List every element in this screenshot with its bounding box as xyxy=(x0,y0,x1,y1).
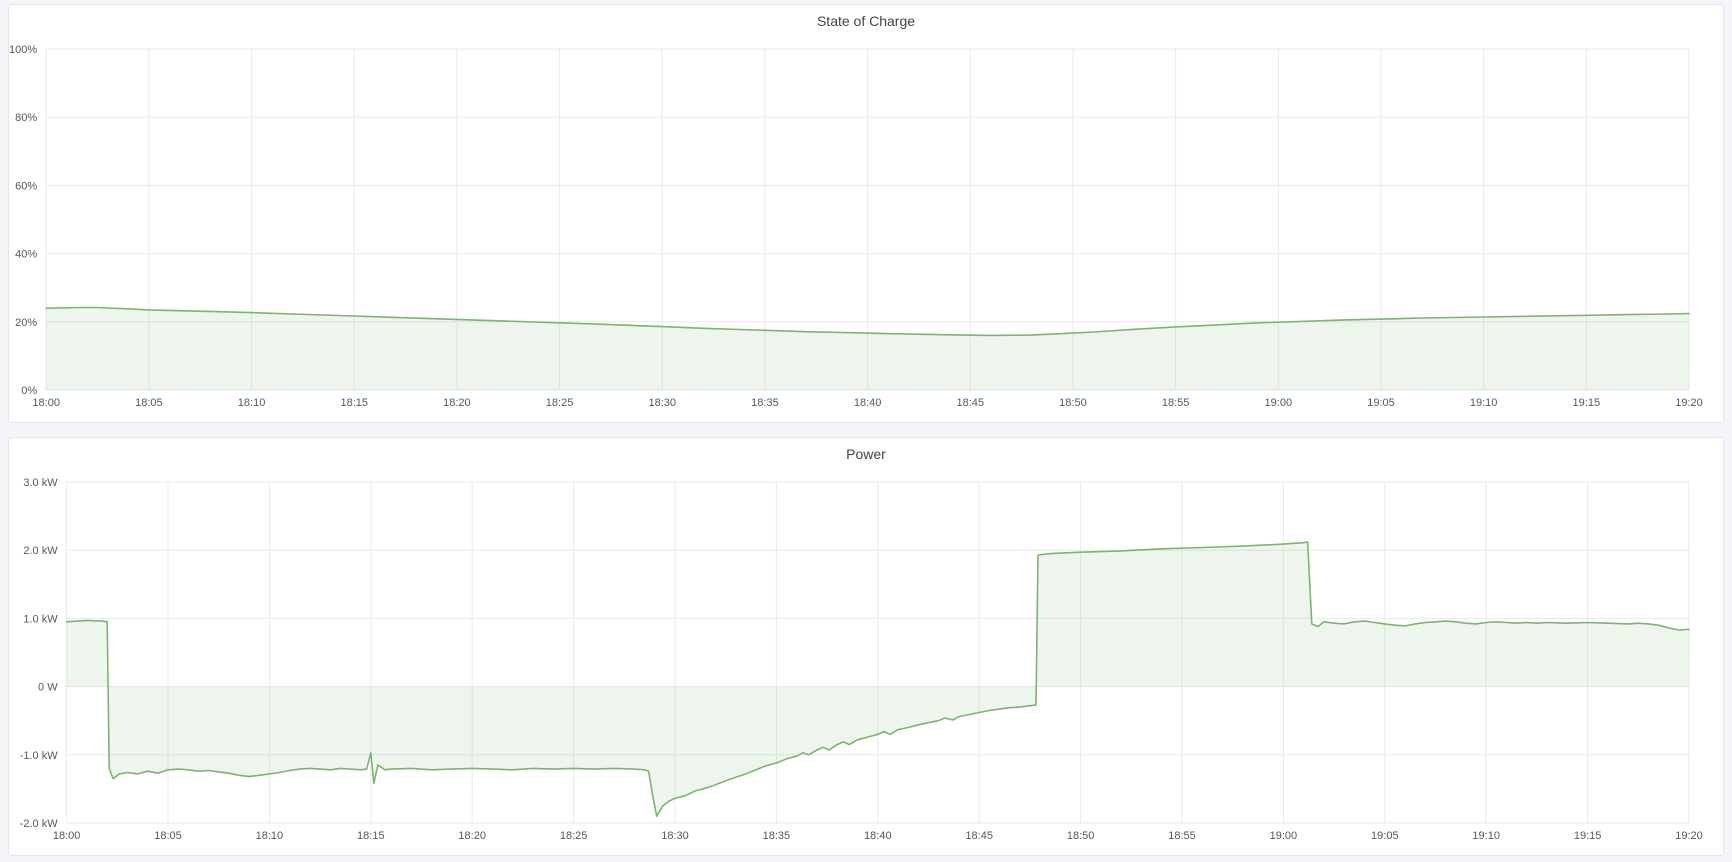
gridlines xyxy=(66,481,1690,824)
x-axis-tick-label: 19:10 xyxy=(1472,830,1500,842)
x-axis-tick-label: 19:00 xyxy=(1270,830,1298,842)
x-axis-tick-label: 18:00 xyxy=(32,397,60,409)
y-axis-tick-label: 0% xyxy=(21,385,37,397)
axis-labels: 0% 20% 40% 60% 80% 100% 18:00 18:05 18:10 18:15 18… xyxy=(9,44,1703,409)
x-axis-tick-label: 18:50 xyxy=(1067,830,1095,842)
x-axis-tick-label: 18:55 xyxy=(1162,397,1190,409)
power-chart[interactable]: -2.0 kW -1.0 kW 0 W 1.0 kW 2.0 kW 3.0 kW 18:00… xyxy=(9,438,1723,855)
x-axis-tick-label: 19:15 xyxy=(1574,830,1602,842)
x-axis-tick-label: 18:05 xyxy=(154,830,182,842)
y-axis-tick-label: 60% xyxy=(15,180,37,192)
x-axis-tick-label: 19:05 xyxy=(1371,830,1399,842)
state-of-charge-chart[interactable]: 0% 20% 40% 60% 80% 100% 18:00 18:05 18:10 18:15 18… xyxy=(9,5,1723,422)
y-axis-tick-label: -2.0 kW xyxy=(20,818,59,830)
x-axis-tick-label: 18:10 xyxy=(238,397,266,409)
y-axis-tick-label: 100% xyxy=(9,44,37,56)
x-axis-tick-label: 19:15 xyxy=(1573,397,1601,409)
power-panel: Power -2.0 kW -1.0 kW 0 W 1.0 kW 2.0 kW 3.0 k… xyxy=(8,437,1724,856)
state-of-charge-panel-title[interactable]: State of Charge xyxy=(816,13,916,29)
y-axis-tick-label: 1.0 kW xyxy=(23,613,58,625)
x-axis-tick-label: 19:20 xyxy=(1675,830,1703,842)
y-axis-tick-label: 3.0 kW xyxy=(23,477,58,489)
x-axis-tick-label: 18:20 xyxy=(443,397,471,409)
x-axis-tick-label: 18:35 xyxy=(763,830,791,842)
x-axis-tick-label: 19:10 xyxy=(1470,397,1498,409)
x-axis-tick-label: 18:10 xyxy=(256,830,284,842)
series-line xyxy=(45,306,1690,337)
y-axis-tick-label: 2.0 kW xyxy=(23,545,58,557)
x-axis-tick-label: 18:25 xyxy=(560,830,588,842)
gridlines xyxy=(45,48,1690,391)
x-axis-tick-label: 18:55 xyxy=(1168,830,1196,842)
power-panel-title[interactable]: Power xyxy=(846,446,886,462)
x-axis-tick-label: 19:05 xyxy=(1367,397,1395,409)
x-axis-tick-label: 18:40 xyxy=(864,830,892,842)
x-axis-tick-label: 18:30 xyxy=(661,830,689,842)
y-axis-tick-label: 0 W xyxy=(38,682,58,694)
x-axis-tick-label: 18:30 xyxy=(648,397,676,409)
x-axis-tick-label: 18:20 xyxy=(458,830,486,842)
x-axis-tick-label: 18:15 xyxy=(357,830,385,842)
series-area-fill xyxy=(46,307,1690,390)
x-axis-tick-label: 19:20 xyxy=(1675,397,1703,409)
y-axis-tick-label: 80% xyxy=(15,112,37,124)
axis-labels: -2.0 kW -1.0 kW 0 W 1.0 kW 2.0 kW 3.0 kW 18:00… xyxy=(20,477,1703,842)
x-axis-tick-label: 18:40 xyxy=(854,397,882,409)
x-axis-tick-label: 18:15 xyxy=(340,397,368,409)
series-line xyxy=(65,541,1690,817)
x-axis-tick-label: 19:00 xyxy=(1265,397,1293,409)
x-axis-tick-label: 18:35 xyxy=(751,397,779,409)
x-axis-tick-label: 18:50 xyxy=(1059,397,1087,409)
x-axis-tick-label: 18:45 xyxy=(965,830,993,842)
x-axis-tick-label: 18:00 xyxy=(53,830,81,842)
x-axis-tick-label: 18:45 xyxy=(957,397,985,409)
x-axis-tick-label: 18:05 xyxy=(135,397,163,409)
state-of-charge-panel: State of Charge 0% 20% 40% 60% 80% 100% 18:00 1… xyxy=(8,4,1724,423)
y-axis-tick-label: 20% xyxy=(15,317,37,329)
series-area-fill xyxy=(66,542,1690,817)
y-axis-tick-label: 40% xyxy=(15,249,37,261)
y-axis-tick-label: -1.0 kW xyxy=(20,750,59,762)
x-axis-tick-label: 18:25 xyxy=(546,397,574,409)
